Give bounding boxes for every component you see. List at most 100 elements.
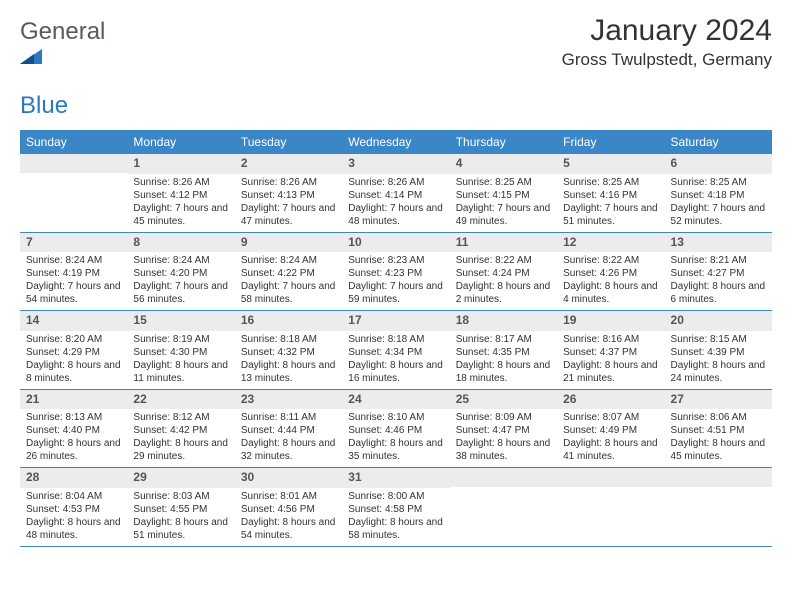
- brand-logo: General Blue: [20, 18, 109, 120]
- sunset-text: Sunset: 4:29 PM: [26, 346, 121, 359]
- sunrise-text: Sunrise: 8:10 AM: [348, 411, 443, 424]
- cell-body: Sunrise: 8:22 AMSunset: 4:26 PMDaylight:…: [557, 252, 664, 310]
- sunset-text: Sunset: 4:46 PM: [348, 424, 443, 437]
- daylight-text: Daylight: 8 hours and 2 minutes.: [456, 280, 551, 306]
- cell-body: Sunrise: 8:24 AMSunset: 4:22 PMDaylight:…: [235, 252, 342, 310]
- weekday-header: Monday: [127, 130, 234, 154]
- calendar-cell: 20Sunrise: 8:15 AMSunset: 4:39 PMDayligh…: [665, 311, 772, 390]
- calendar-cell: 22Sunrise: 8:12 AMSunset: 4:42 PMDayligh…: [127, 389, 234, 468]
- sunrise-text: Sunrise: 8:20 AM: [26, 333, 121, 346]
- day-number: 28: [20, 468, 127, 488]
- day-number: [20, 154, 127, 173]
- day-number: 29: [127, 468, 234, 488]
- calendar-cell: 3Sunrise: 8:26 AMSunset: 4:14 PMDaylight…: [342, 154, 449, 232]
- month-title: January 2024: [562, 14, 772, 48]
- cell-body: Sunrise: 8:23 AMSunset: 4:23 PMDaylight:…: [342, 252, 449, 310]
- sunrise-text: Sunrise: 8:12 AM: [133, 411, 228, 424]
- location-subtitle: Gross Twulpstedt, Germany: [562, 50, 772, 70]
- sunset-text: Sunset: 4:20 PM: [133, 267, 228, 280]
- sunrise-text: Sunrise: 8:19 AM: [133, 333, 228, 346]
- sunrise-text: Sunrise: 8:22 AM: [563, 254, 658, 267]
- sunset-text: Sunset: 4:23 PM: [348, 267, 443, 280]
- calendar-cell: 12Sunrise: 8:22 AMSunset: 4:26 PMDayligh…: [557, 232, 664, 311]
- sunrise-text: Sunrise: 8:00 AM: [348, 490, 443, 503]
- sunset-text: Sunset: 4:19 PM: [26, 267, 121, 280]
- daylight-text: Daylight: 8 hours and 26 minutes.: [26, 437, 121, 463]
- cell-body: Sunrise: 8:26 AMSunset: 4:14 PMDaylight:…: [342, 174, 449, 232]
- calendar-cell: 8Sunrise: 8:24 AMSunset: 4:20 PMDaylight…: [127, 232, 234, 311]
- sunset-text: Sunset: 4:13 PM: [241, 189, 336, 202]
- sunrise-text: Sunrise: 8:25 AM: [456, 176, 551, 189]
- day-number: 14: [20, 311, 127, 331]
- day-number: 9: [235, 233, 342, 253]
- cell-body: Sunrise: 8:25 AMSunset: 4:18 PMDaylight:…: [665, 174, 772, 232]
- cell-body: Sunrise: 8:19 AMSunset: 4:30 PMDaylight:…: [127, 331, 234, 389]
- day-number: 21: [20, 390, 127, 410]
- sunrise-text: Sunrise: 8:15 AM: [671, 333, 766, 346]
- cell-body: Sunrise: 8:10 AMSunset: 4:46 PMDaylight:…: [342, 409, 449, 467]
- day-number: 2: [235, 154, 342, 174]
- daylight-text: Daylight: 8 hours and 54 minutes.: [241, 516, 336, 542]
- calendar-cell: 31Sunrise: 8:00 AMSunset: 4:58 PMDayligh…: [342, 468, 449, 547]
- sunset-text: Sunset: 4:32 PM: [241, 346, 336, 359]
- sunset-text: Sunset: 4:44 PM: [241, 424, 336, 437]
- daylight-text: Daylight: 8 hours and 29 minutes.: [133, 437, 228, 463]
- daylight-text: Daylight: 7 hours and 48 minutes.: [348, 202, 443, 228]
- day-number: 24: [342, 390, 449, 410]
- day-number: 7: [20, 233, 127, 253]
- day-number: 11: [450, 233, 557, 253]
- calendar-week-row: 1Sunrise: 8:26 AMSunset: 4:12 PMDaylight…: [20, 154, 772, 232]
- sunset-text: Sunset: 4:39 PM: [671, 346, 766, 359]
- calendar-cell: 13Sunrise: 8:21 AMSunset: 4:27 PMDayligh…: [665, 232, 772, 311]
- day-number: 17: [342, 311, 449, 331]
- calendar-table: Sunday Monday Tuesday Wednesday Thursday…: [20, 130, 772, 547]
- calendar-cell: 18Sunrise: 8:17 AMSunset: 4:35 PMDayligh…: [450, 311, 557, 390]
- daylight-text: Daylight: 8 hours and 4 minutes.: [563, 280, 658, 306]
- calendar-cell: 23Sunrise: 8:11 AMSunset: 4:44 PMDayligh…: [235, 389, 342, 468]
- calendar-cell: [450, 468, 557, 547]
- daylight-text: Daylight: 7 hours and 49 minutes.: [456, 202, 551, 228]
- day-number: 19: [557, 311, 664, 331]
- sunrise-text: Sunrise: 8:25 AM: [671, 176, 766, 189]
- calendar-cell: 11Sunrise: 8:22 AMSunset: 4:24 PMDayligh…: [450, 232, 557, 311]
- calendar-week-row: 21Sunrise: 8:13 AMSunset: 4:40 PMDayligh…: [20, 389, 772, 468]
- daylight-text: Daylight: 8 hours and 6 minutes.: [671, 280, 766, 306]
- calendar-cell: [665, 468, 772, 547]
- cell-body: Sunrise: 8:18 AMSunset: 4:34 PMDaylight:…: [342, 331, 449, 389]
- brand-mark-icon: [20, 46, 105, 64]
- calendar-cell: 30Sunrise: 8:01 AMSunset: 4:56 PMDayligh…: [235, 468, 342, 547]
- cell-body: Sunrise: 8:13 AMSunset: 4:40 PMDaylight:…: [20, 409, 127, 467]
- cell-body: [665, 487, 772, 541]
- daylight-text: Daylight: 8 hours and 11 minutes.: [133, 359, 228, 385]
- weekday-header: Tuesday: [235, 130, 342, 154]
- daylight-text: Daylight: 7 hours and 54 minutes.: [26, 280, 121, 306]
- daylight-text: Daylight: 8 hours and 8 minutes.: [26, 359, 121, 385]
- cell-body: Sunrise: 8:06 AMSunset: 4:51 PMDaylight:…: [665, 409, 772, 467]
- daylight-text: Daylight: 8 hours and 41 minutes.: [563, 437, 658, 463]
- calendar-cell: 4Sunrise: 8:25 AMSunset: 4:15 PMDaylight…: [450, 154, 557, 232]
- weekday-header: Thursday: [450, 130, 557, 154]
- cell-body: Sunrise: 8:26 AMSunset: 4:12 PMDaylight:…: [127, 174, 234, 232]
- calendar-cell: 14 Sunrise: 8:20 AMSunset: 4:29 PMDayligh…: [20, 311, 127, 390]
- cell-body: [450, 487, 557, 541]
- day-number: 23: [235, 390, 342, 410]
- sunset-text: Sunset: 4:55 PM: [133, 503, 228, 516]
- sunrise-text: Sunrise: 8:26 AM: [348, 176, 443, 189]
- cell-body: Sunrise: 8:24 AMSunset: 4:20 PMDaylight:…: [127, 252, 234, 310]
- calendar-week-row: 14Sunrise: 8:20 AMSunset: 4:29 PMDayligh…: [20, 311, 772, 390]
- calendar-page: General Blue January 2024 Gross Twulpste…: [0, 0, 792, 557]
- page-header: General Blue January 2024 Gross Twulpste…: [20, 14, 772, 120]
- sunrise-text: Sunrise: 8:25 AM: [563, 176, 658, 189]
- cell-body: Sunrise: 8:18 AMSunset: 4:32 PMDaylight:…: [235, 331, 342, 389]
- day-number: 18: [450, 311, 557, 331]
- cell-body: Sunrise: 8:11 AMSunset: 4:44 PMDaylight:…: [235, 409, 342, 467]
- daylight-text: Daylight: 7 hours and 52 minutes.: [671, 202, 766, 228]
- daylight-text: Daylight: 8 hours and 51 minutes.: [133, 516, 228, 542]
- daylight-text: Daylight: 8 hours and 58 minutes.: [348, 516, 443, 542]
- calendar-week-row: 7Sunrise: 8:24 AMSunset: 4:19 PMDaylight…: [20, 232, 772, 311]
- sunrise-text: Sunrise: 8:03 AM: [133, 490, 228, 503]
- calendar-cell: [20, 154, 127, 232]
- weekday-header: Wednesday: [342, 130, 449, 154]
- cell-body: Sunrise: 8:22 AMSunset: 4:24 PMDaylight:…: [450, 252, 557, 310]
- sunset-text: Sunset: 4:22 PM: [241, 267, 336, 280]
